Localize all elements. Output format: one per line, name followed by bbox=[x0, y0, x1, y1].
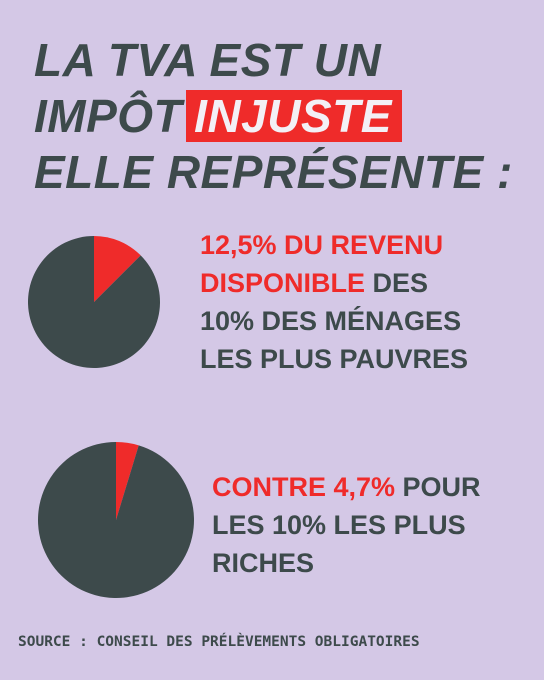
caption-poorest-line-4: LES PLUS PAUVRES bbox=[200, 344, 469, 374]
headline-line-1: LA TVA EST UN bbox=[34, 34, 382, 86]
headline-line-3: ELLE REPRÉSENTE : bbox=[34, 146, 513, 198]
caption-poorest-red: DISPONIBLE bbox=[200, 268, 366, 298]
caption-richest-red: CONTRE 4,7% bbox=[212, 472, 396, 502]
headline-line-2: IMPÔT INJUSTE bbox=[34, 88, 524, 144]
caption-poorest-rest: DES bbox=[365, 268, 429, 298]
caption-richest-line-2: LES 10% LES PLUS bbox=[212, 510, 466, 540]
caption-richest-rest: POUR bbox=[395, 472, 481, 502]
caption-richest-line-3: RICHES bbox=[212, 548, 315, 578]
headline: LA TVA EST UN IMPÔT INJUSTE ELLE REPRÉSEN… bbox=[34, 32, 524, 200]
headline-highlight: INJUSTE bbox=[186, 90, 402, 142]
pie-poorest-slice-1 bbox=[28, 236, 160, 368]
headline-prefix: IMPÔT bbox=[34, 90, 183, 142]
caption-poorest: 12,5% DU REVENU DISPONIBLE DES 10% DES M… bbox=[200, 226, 468, 378]
caption-richest: CONTRE 4,7% POUR LES 10% LES PLUS RICHES bbox=[212, 468, 481, 582]
pie-poorest-slice-0 bbox=[94, 236, 141, 302]
pie-richest-slice-0 bbox=[116, 442, 139, 520]
caption-poorest-line-1: 12,5% DU REVENU bbox=[200, 230, 444, 260]
caption-poorest-line-3: 10% DES MÉNAGES bbox=[200, 306, 462, 336]
pie-chart-richest bbox=[38, 442, 194, 598]
pie-richest-slice-1 bbox=[38, 442, 194, 598]
caption-richest-line-1: CONTRE 4,7% POUR bbox=[212, 468, 481, 506]
pie-chart-poorest bbox=[28, 236, 160, 368]
caption-poorest-line-2: DISPONIBLE DES bbox=[200, 264, 468, 302]
source-note: SOURCE : CONSEIL DES PRÉLÈVEMENTS OBLIGA… bbox=[18, 634, 420, 650]
